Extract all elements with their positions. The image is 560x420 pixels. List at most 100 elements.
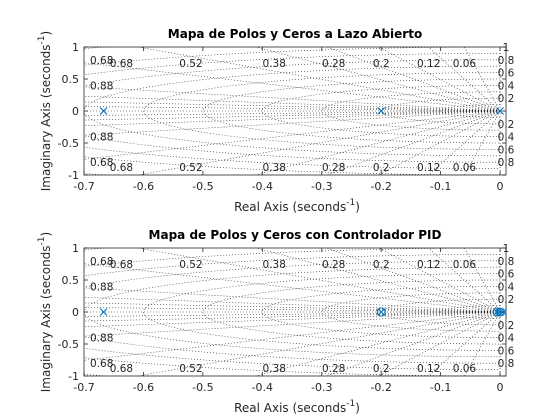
y-axis-label-superscript: -1 — [37, 35, 47, 44]
damping-label: 0.68 — [90, 358, 113, 370]
x-tick-label: -0.4 — [252, 180, 273, 193]
pzmap-panel-2: 0.680.680.520.520.380.380.280.280.20.20.… — [37, 228, 515, 415]
damping-label: 0.2 — [373, 363, 390, 375]
y-axis-label: Imaginary Axis (seconds-1) — [37, 31, 53, 191]
chart-title: Mapa de Polos y Ceros a Lazo Abierto — [168, 27, 422, 41]
pole-marker-stroke — [99, 107, 108, 115]
pole-marker — [377, 308, 386, 316]
y-tick-label: 1 — [72, 242, 79, 255]
damping-line — [84, 311, 501, 337]
x-tick-label: -0.7 — [73, 381, 94, 394]
y-axis-label-superscript: -1 — [37, 236, 47, 245]
y-axis-label-text: Imaginary Axis (seconds — [39, 245, 53, 392]
damping-label: 0.28 — [322, 259, 345, 271]
frequency-arc — [440, 104, 501, 118]
damping-label: 0.68 — [90, 55, 113, 67]
x-axis-label: Real Axis (seconds-1) — [234, 198, 360, 214]
frequency-arc — [262, 85, 501, 137]
damping-line — [254, 47, 501, 112]
damping-label: 0.38 — [263, 363, 286, 375]
damping-line — [254, 311, 501, 376]
damping-label: 0.38 — [263, 259, 286, 271]
frequency-arc — [84, 248, 501, 376]
pole-marker-stroke — [496, 107, 504, 115]
damping-label: 0.68 — [110, 58, 133, 70]
damping-line — [136, 47, 501, 112]
y-tick-label: 0.5 — [62, 274, 80, 287]
zero-marker — [495, 307, 505, 317]
damping-label: 0.68 — [90, 157, 113, 169]
damping-label: 0.52 — [179, 58, 202, 70]
damping-label: 0.52 — [179, 363, 202, 375]
x-axis-label: Real Axis (seconds-1) — [234, 399, 360, 415]
damping-label: 0.28 — [322, 162, 345, 174]
damping-label: 0.68 — [110, 363, 133, 375]
x-tick-label: -0.6 — [133, 381, 154, 394]
damping-label: 0.2 — [373, 259, 390, 271]
y-tick-label: -1 — [68, 370, 79, 383]
damping-line — [84, 110, 501, 136]
pole-marker — [496, 308, 504, 316]
frequency-arc — [440, 305, 501, 319]
damping-line — [254, 110, 501, 175]
damping-label: 0.12 — [417, 259, 440, 271]
y-tick-label: 0 — [72, 306, 79, 319]
damping-label: 0.06 — [453, 58, 477, 70]
pole-marker — [99, 308, 108, 316]
frequency-arc — [84, 47, 501, 175]
damping-label: 0.52 — [179, 162, 202, 174]
damping-label: 0.88 — [90, 132, 113, 144]
y-axis-label-close: ) — [39, 232, 53, 237]
damping-line — [463, 47, 501, 112]
x-tick-label: -0.2 — [370, 180, 391, 193]
x-tick-label: -0.3 — [311, 180, 332, 193]
damping-label: 0.2 — [373, 162, 390, 174]
damping-label: 0.06 — [453, 162, 477, 174]
pole-marker-stroke — [496, 308, 504, 316]
x-tick-label: -0.4 — [252, 381, 273, 394]
damping-label: 0.12 — [417, 363, 440, 375]
damping-label: 0.88 — [90, 80, 113, 92]
damping-label: 0.38 — [263, 162, 286, 174]
damping-line — [136, 248, 501, 313]
y-tick-label: -0.5 — [58, 137, 79, 150]
x-axis-label-text: Real Axis (seconds — [234, 200, 346, 214]
damping-line — [136, 110, 501, 175]
x-tick-label: -0.5 — [192, 180, 213, 193]
damping-label: 0.06 — [453, 259, 477, 271]
x-tick-label: -0.2 — [370, 381, 391, 394]
x-axis-label-superscript: -1 — [346, 399, 355, 409]
pole-marker — [377, 107, 386, 115]
frequency-arc — [202, 78, 501, 144]
damping-label: 0.68 — [110, 259, 133, 271]
pzmap-panel-1: 0.680.680.520.520.380.380.280.280.20.20.… — [37, 27, 515, 214]
x-axis-label-text: Real Axis (seconds — [234, 401, 346, 415]
damping-line — [254, 248, 501, 313]
y-axis-label-text: Imaginary Axis (seconds — [39, 44, 53, 191]
damping-line — [463, 311, 501, 376]
damping-line — [84, 311, 501, 317]
damping-line — [84, 86, 501, 112]
x-tick-label: -0.7 — [73, 180, 94, 193]
y-tick-label: -0.5 — [58, 338, 79, 351]
damping-line — [84, 110, 501, 116]
x-tick-label: -0.1 — [430, 180, 451, 193]
damping-line — [84, 106, 501, 112]
pole-marker — [99, 107, 108, 115]
x-tick-label: -0.6 — [133, 180, 154, 193]
chart-title: Mapa de Polos y Ceros con Controlador PI… — [149, 228, 442, 242]
damping-label: 0.88 — [90, 333, 113, 345]
damping-line — [463, 110, 501, 175]
damping-label: 0.28 — [322, 58, 345, 70]
zero-marker — [376, 307, 386, 317]
damping-label: 0.12 — [417, 58, 440, 70]
damping-label: 0.38 — [263, 58, 286, 70]
damping-label: 0.12 — [417, 162, 440, 174]
damping-label: 0.88 — [90, 281, 113, 293]
x-axis-label-close: ) — [355, 401, 360, 415]
damping-label: 0.06 — [453, 363, 477, 375]
x-axis-label-superscript: -1 — [346, 198, 355, 208]
y-tick-label: 0.5 — [62, 73, 80, 86]
pole-marker-stroke — [377, 308, 386, 316]
